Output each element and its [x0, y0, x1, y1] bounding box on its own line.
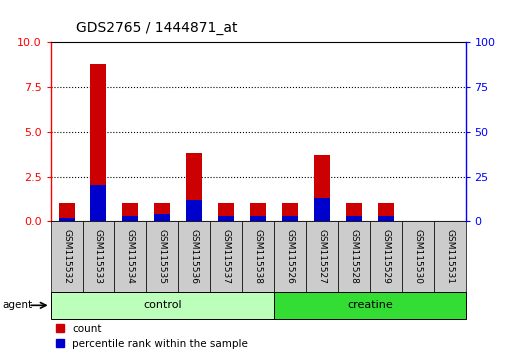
Bar — [241, 221, 274, 292]
Text: agent: agent — [3, 300, 33, 310]
Bar — [178, 221, 210, 292]
Bar — [306, 221, 337, 292]
Text: GSM115527: GSM115527 — [317, 229, 326, 284]
Bar — [90, 185, 106, 221]
Bar — [313, 198, 329, 221]
Bar — [82, 221, 114, 292]
Bar — [249, 216, 266, 221]
Bar — [249, 203, 266, 221]
Text: GSM115538: GSM115538 — [253, 229, 262, 284]
Bar — [186, 153, 202, 221]
Text: GSM115526: GSM115526 — [285, 229, 294, 284]
Bar — [210, 221, 241, 292]
Bar — [154, 203, 170, 221]
Text: GSM115529: GSM115529 — [380, 229, 389, 284]
Text: creatine: creatine — [346, 300, 392, 310]
Text: GSM115528: GSM115528 — [348, 229, 358, 284]
Text: GSM115535: GSM115535 — [158, 229, 167, 284]
Bar — [337, 221, 369, 292]
Text: GSM115536: GSM115536 — [189, 229, 198, 284]
Bar — [122, 203, 138, 221]
Text: GDS2765 / 1444871_at: GDS2765 / 1444871_at — [76, 21, 237, 35]
Bar — [186, 200, 202, 221]
Bar — [433, 221, 465, 292]
Text: control: control — [143, 300, 181, 310]
Bar — [274, 292, 465, 319]
Bar — [377, 203, 393, 221]
Bar — [90, 64, 106, 221]
Bar — [345, 216, 361, 221]
Bar — [369, 221, 401, 292]
Bar — [281, 216, 297, 221]
Bar — [114, 221, 146, 292]
Bar — [218, 216, 234, 221]
Bar — [154, 214, 170, 221]
Text: GSM115531: GSM115531 — [444, 229, 453, 284]
Text: GSM115530: GSM115530 — [412, 229, 421, 284]
Legend: count, percentile rank within the sample: count, percentile rank within the sample — [56, 324, 248, 349]
Bar — [59, 218, 74, 221]
Bar — [281, 203, 297, 221]
Text: GSM115534: GSM115534 — [126, 229, 135, 284]
Bar — [50, 221, 82, 292]
Text: GSM115532: GSM115532 — [62, 229, 71, 284]
Bar — [313, 155, 329, 221]
Text: GSM115533: GSM115533 — [94, 229, 103, 284]
Bar — [122, 216, 138, 221]
Bar — [401, 221, 433, 292]
Text: GSM115537: GSM115537 — [221, 229, 230, 284]
Bar — [50, 292, 274, 319]
Bar — [218, 203, 234, 221]
Bar — [377, 216, 393, 221]
Bar — [274, 221, 306, 292]
Bar — [345, 203, 361, 221]
Bar — [59, 203, 74, 221]
Bar — [146, 221, 178, 292]
